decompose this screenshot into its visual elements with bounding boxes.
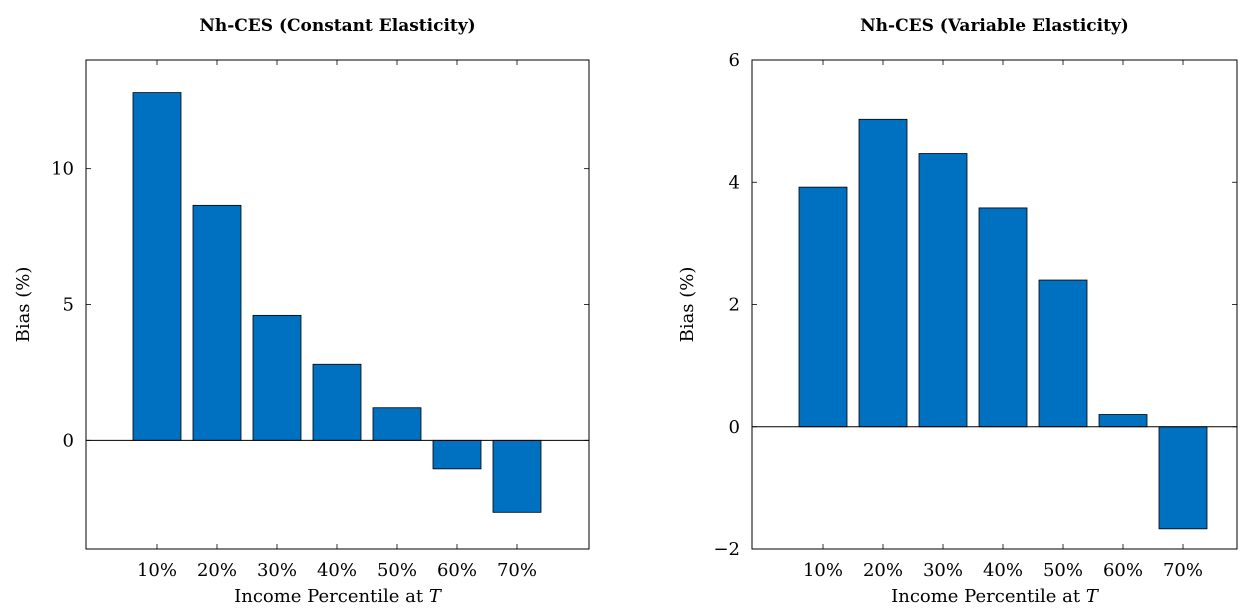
x-tick-label: 50%	[377, 560, 417, 581]
bar-40pct	[312, 363, 362, 441]
bar-30pct	[252, 314, 302, 441]
x-tick-label: 70%	[1163, 560, 1203, 581]
bar-20pct	[192, 204, 242, 441]
x-axis-label: Income Percentile at T	[891, 586, 1100, 607]
bar-60pct	[1098, 414, 1148, 428]
chart-title: Nh-CES (Constant Elasticity)	[199, 16, 475, 36]
x-tick-label: 10%	[803, 560, 843, 581]
y-tick-label: 2	[729, 295, 740, 316]
plot-frame	[85, 59, 590, 550]
x-tick-label: 60%	[437, 560, 477, 581]
x-tick-label: 10%	[137, 560, 177, 581]
bar-20pct	[858, 118, 908, 428]
bar-50pct	[372, 407, 422, 441]
x-tick-label: 60%	[1103, 560, 1143, 581]
x-axis-label: Income Percentile at T	[234, 586, 443, 607]
bar-40pct	[978, 207, 1028, 428]
y-tick-label: 0	[729, 417, 740, 438]
x-tick-label: 30%	[257, 560, 297, 581]
y-tick-label: 10	[51, 159, 74, 180]
x-tick-label: 30%	[923, 560, 963, 581]
x-tick-label: 70%	[497, 560, 537, 581]
x-axis-label-italic: T	[1086, 586, 1100, 607]
bar-70pct	[1158, 426, 1208, 530]
chart-title: Nh-CES (Variable Elasticity)	[860, 16, 1129, 36]
bar-10pct	[132, 92, 182, 441]
bar-60pct	[432, 439, 482, 470]
x-axis-label-text: Income Percentile at	[891, 586, 1086, 607]
y-tick-label: 5	[63, 295, 74, 316]
bar-70pct	[492, 439, 542, 513]
x-axis-label-italic: T	[429, 586, 443, 607]
y-tick-label: 6	[729, 50, 740, 71]
x-tick-label: 20%	[863, 560, 903, 581]
bar-50pct	[1038, 279, 1088, 428]
x-tick-label: 50%	[1043, 560, 1083, 581]
bar-30pct	[918, 153, 968, 428]
x-tick-label: 40%	[983, 560, 1023, 581]
x-tick-label: 20%	[197, 560, 237, 581]
y-axis-label: Bias (%)	[13, 267, 34, 343]
bar-10pct	[798, 186, 848, 428]
y-tick-label: 4	[729, 172, 740, 193]
y-tick-label: −2	[713, 539, 740, 560]
plot-frame	[751, 59, 1238, 550]
chart-constant-elasticity: Nh-CES (Constant Elasticity) 10% 20% 30% 40%…	[13, 16, 590, 607]
x-tick-label: 40%	[317, 560, 357, 581]
x-axis-label-text: Income Percentile at	[234, 586, 429, 607]
y-axis-label: Bias (%)	[677, 267, 698, 343]
y-tick-label: 0	[63, 430, 74, 451]
chart-variable-elasticity: Nh-CES (Variable Elasticity) 10% 20% 30% 40%…	[677, 16, 1238, 607]
